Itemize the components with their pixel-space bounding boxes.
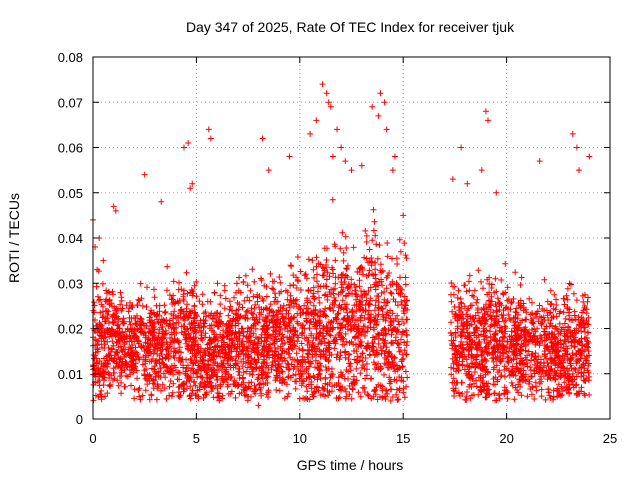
data-point — [358, 162, 365, 169]
data-point — [458, 144, 465, 151]
data-point — [383, 126, 390, 133]
data-point — [313, 117, 320, 124]
x-tick-label: 20 — [499, 431, 513, 446]
x-tick-label: 0 — [89, 431, 96, 446]
data-point — [158, 198, 165, 205]
data-point — [449, 176, 456, 183]
data-point — [342, 158, 349, 165]
data-point — [377, 90, 384, 97]
data-point — [319, 81, 326, 88]
data-point — [193, 357, 200, 364]
data-point — [389, 167, 396, 174]
data-point — [94, 266, 101, 273]
y-tick-label: 0.08 — [58, 50, 83, 65]
data-point — [325, 99, 332, 106]
y-axis-label: ROTI / TECUs — [6, 193, 22, 283]
x-tick-label: 10 — [293, 431, 307, 446]
data-point — [307, 130, 314, 137]
data-point — [110, 203, 117, 210]
y-tick-label: 0.03 — [58, 276, 83, 291]
data-point — [286, 153, 293, 160]
data-point — [348, 167, 355, 174]
data-point — [185, 139, 192, 146]
data-point — [334, 126, 341, 133]
axis-ticks — [92, 56, 611, 420]
data-point — [586, 153, 593, 160]
y-tick-label: 0.07 — [58, 95, 83, 110]
data-point — [478, 167, 485, 174]
data-point — [536, 158, 543, 165]
y-tick-label: 0.02 — [58, 322, 83, 337]
data-point — [573, 144, 580, 151]
x-tick-label: 25 — [603, 431, 617, 446]
data-point — [369, 103, 376, 110]
data-point — [141, 171, 148, 178]
data-point — [323, 90, 330, 97]
grid-lines — [93, 57, 610, 419]
data-point — [400, 212, 407, 219]
data-point — [180, 144, 187, 151]
data-point — [375, 112, 382, 119]
data-point — [265, 167, 272, 174]
scatter-cloud — [90, 196, 593, 404]
data-points — [90, 81, 593, 409]
data-point — [207, 135, 214, 142]
y-tick-label: 0 — [76, 412, 83, 427]
data-point — [484, 117, 491, 124]
data-point — [255, 402, 262, 409]
data-point — [189, 180, 196, 187]
data-point — [381, 99, 388, 106]
data-point — [327, 103, 334, 110]
data-point — [387, 397, 394, 404]
y-tick-labels: 0 0.01 0.02 0.03 0.04 0.05 0.06 0.07 0.08 — [58, 50, 83, 427]
data-point — [205, 126, 212, 133]
y-tick-label: 0.04 — [58, 231, 83, 246]
data-point — [338, 144, 345, 151]
data-point — [187, 185, 194, 192]
data-point — [493, 189, 500, 196]
data-point — [259, 135, 266, 142]
data-point — [569, 130, 576, 137]
data-point — [482, 108, 489, 115]
x-tick-label: 5 — [193, 431, 200, 446]
data-point — [112, 207, 119, 214]
y-tick-label: 0.05 — [58, 186, 83, 201]
data-point — [391, 153, 398, 160]
x-tick-label: 15 — [396, 431, 410, 446]
x-tick-labels: 0 5 10 15 20 25 — [89, 431, 617, 446]
data-point — [575, 167, 582, 174]
data-point — [464, 180, 471, 187]
y-tick-label: 0.06 — [58, 141, 83, 156]
x-axis-label: GPS time / hours — [297, 457, 404, 473]
chart-title: Day 347 of 2025, Rate Of TEC Index for r… — [186, 19, 515, 35]
y-tick-label: 0.01 — [58, 367, 83, 382]
data-point — [100, 257, 107, 264]
data-point — [329, 153, 336, 160]
